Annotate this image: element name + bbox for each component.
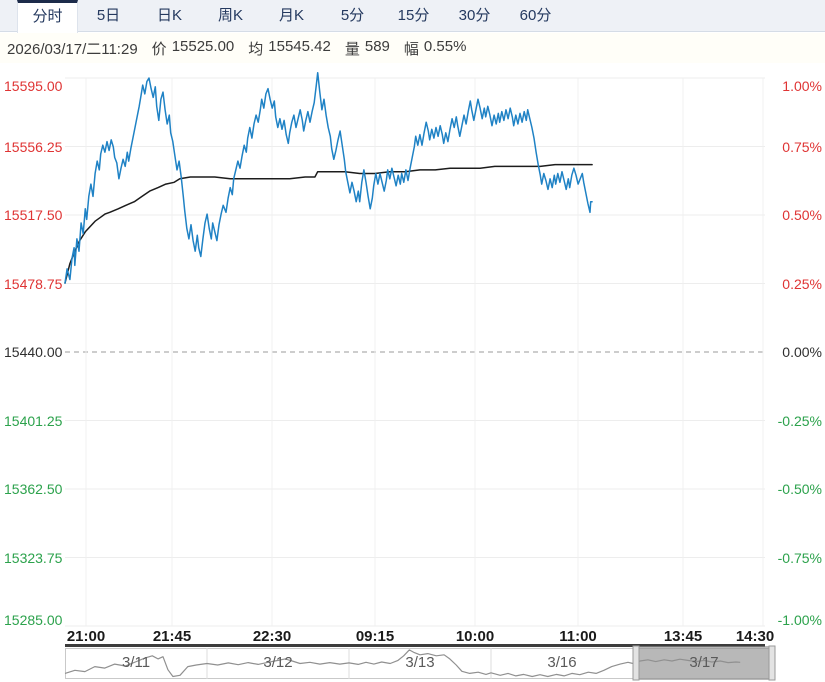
- price-axis-label: 15478.75: [4, 275, 63, 292]
- quote-datetime: 2026/03/17/二11:29: [7, 40, 138, 58]
- price-label: 价: [151, 40, 167, 58]
- price-axis-label: 15285.00: [4, 612, 63, 628]
- time-axis-label: 11:00: [559, 628, 597, 645]
- time-axis-label: 21:00: [66, 628, 106, 645]
- tab-monthly-k[interactable]: 月K: [278, 7, 304, 24]
- time-axis-label: 14:30: [735, 628, 775, 645]
- time-axis-label: 10:00: [455, 628, 495, 645]
- price-line: [64, 71, 593, 284]
- tab-daily-k[interactable]: 日K: [156, 7, 182, 24]
- avg-value: 15545.42: [268, 37, 331, 55]
- percent-axis-label: -0.25%: [777, 412, 822, 429]
- time-axis-label: 21:45: [152, 628, 192, 645]
- price-axis-label: 15556.25: [4, 138, 63, 155]
- percent-axis-label: -0.50%: [777, 481, 822, 497]
- price-axis-label: 15440.00: [4, 344, 63, 360]
- time-axis-label: 09:15: [355, 628, 395, 645]
- quote-range: 幅 0.55%: [404, 38, 467, 59]
- time-axis-label: 13:45: [663, 628, 703, 645]
- range-label: 幅: [403, 40, 419, 58]
- navigator-date: 3/17: [689, 654, 719, 671]
- tab-15min[interactable]: 15分: [397, 7, 430, 24]
- price-axis-label: 15362.50: [4, 481, 63, 497]
- volume-value: 589: [364, 37, 390, 55]
- percent-axis-label: -1.00%: [777, 612, 822, 628]
- nav-handle-right[interactable]: [768, 645, 776, 681]
- percent-axis-label: 0.00%: [782, 344, 822, 360]
- percent-axis-label: 0.50%: [782, 207, 822, 223]
- price-axis-label: 15323.75: [4, 549, 63, 566]
- avg-label: 均: [248, 40, 264, 58]
- price-axis-label: 15401.25: [4, 412, 63, 429]
- navigator-date: 3/11: [121, 654, 151, 671]
- tab-minute[interactable]: 分时: [17, 0, 78, 33]
- quote-infobar: 2026/03/17/二11:29 价 15525.00 均 15545.42 …: [0, 33, 825, 63]
- tab-5min[interactable]: 5分: [340, 7, 365, 24]
- tab-5day[interactable]: 5日: [96, 7, 121, 24]
- percent-axis-label: -0.75%: [777, 549, 822, 566]
- average-line: [64, 163, 593, 284]
- quote-price: 价 15525.00: [152, 38, 235, 59]
- tab-60min[interactable]: 60分: [519, 7, 552, 24]
- nav-selection-range[interactable]: [633, 646, 775, 680]
- navigator-date: 3/12: [263, 654, 293, 671]
- percent-axis-label: 1.00%: [782, 78, 822, 94]
- volume-label: 量: [344, 40, 360, 58]
- navigator-date: 3/16: [547, 654, 577, 671]
- navigator-date: 3/13: [405, 654, 435, 671]
- time-axis-label: 22:30: [252, 628, 292, 645]
- percent-axis-label: 0.75%: [782, 138, 822, 155]
- price-axis-label: 15595.00: [4, 78, 63, 94]
- tab-weekly-k[interactable]: 周K: [217, 7, 243, 24]
- price-value: 15525.00: [171, 37, 235, 55]
- nav-handle-left[interactable]: [632, 645, 640, 681]
- period-tabbar: 分时 5日 日K 周K 月K 5分 15分 30分 60分: [0, 0, 825, 33]
- price-axis-label: 15517.50: [4, 207, 63, 223]
- quote-average: 均 15545.42: [248, 38, 331, 59]
- tab-30min[interactable]: 30分: [458, 7, 491, 24]
- range-value: 0.55%: [423, 37, 467, 55]
- percent-axis-label: 0.25%: [782, 275, 822, 292]
- quote-volume: 量 589: [345, 38, 390, 59]
